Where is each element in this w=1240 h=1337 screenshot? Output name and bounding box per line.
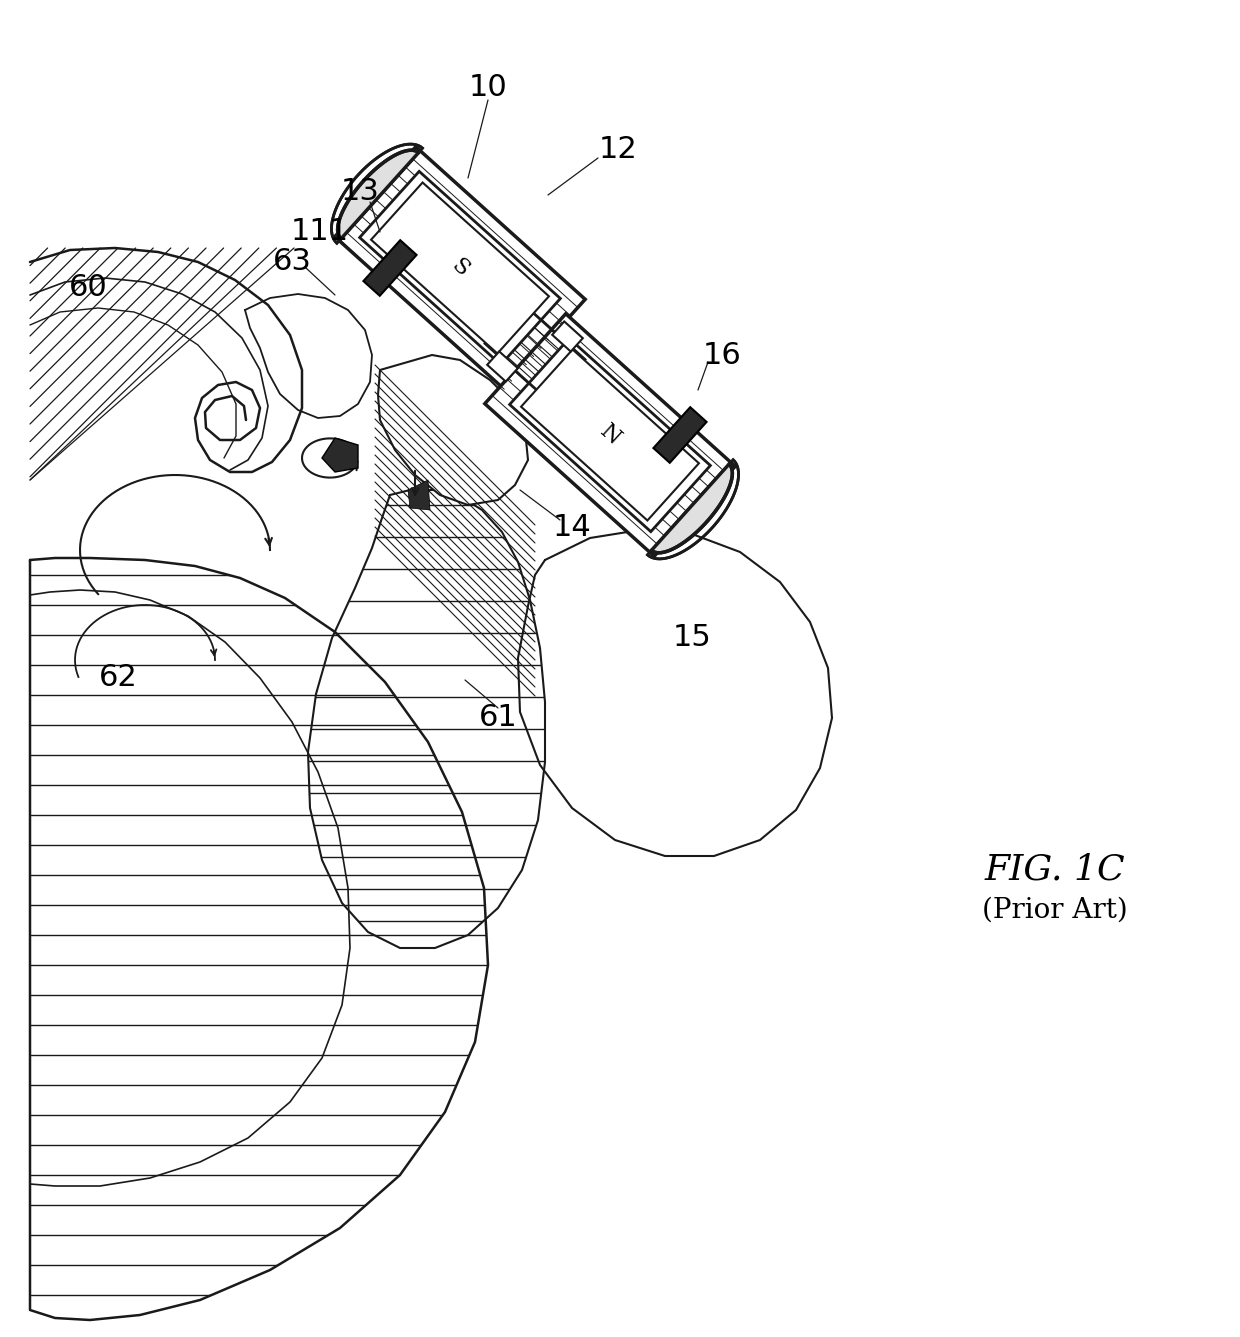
Text: 16: 16 [703,341,742,369]
Polygon shape [484,313,737,558]
Text: 14: 14 [553,513,591,543]
Polygon shape [371,183,549,353]
Text: 13: 13 [341,178,379,206]
Polygon shape [337,150,419,239]
Text: 12: 12 [599,135,637,164]
Text: 111: 111 [291,218,350,246]
Polygon shape [334,146,587,390]
Polygon shape [651,464,733,552]
Polygon shape [363,241,417,295]
Polygon shape [521,349,699,520]
Polygon shape [246,294,372,418]
Polygon shape [408,480,430,509]
Polygon shape [487,352,518,381]
Text: 62: 62 [99,663,138,693]
Polygon shape [510,338,711,532]
Text: 15: 15 [672,623,712,652]
Polygon shape [322,439,358,472]
Polygon shape [552,321,583,352]
Text: S: S [446,255,472,281]
Polygon shape [485,314,735,556]
Polygon shape [335,147,585,389]
Polygon shape [378,356,528,505]
Text: 63: 63 [273,247,311,277]
Polygon shape [653,408,707,463]
Text: (Prior Art): (Prior Art) [982,897,1128,924]
Polygon shape [360,171,560,365]
Polygon shape [30,558,489,1320]
Polygon shape [485,302,585,400]
Polygon shape [30,247,303,472]
Text: FIG. 1C: FIG. 1C [985,853,1126,886]
Text: 60: 60 [68,274,108,302]
Polygon shape [518,529,832,856]
Text: 10: 10 [469,74,507,103]
Text: 61: 61 [479,703,517,733]
Text: N: N [595,420,625,449]
Polygon shape [308,489,546,948]
